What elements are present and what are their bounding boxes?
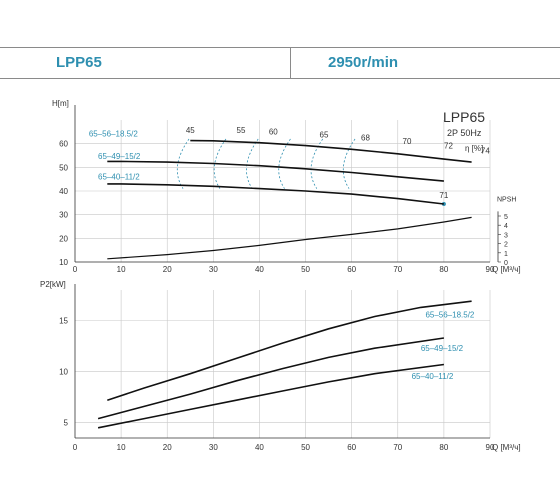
x-axis-label: Q [M³/ч] (492, 443, 521, 452)
series-label: 65–49–15/2 (98, 152, 141, 161)
y-tick-label: 40 (59, 187, 68, 196)
y-tick-label: 20 (59, 234, 68, 243)
efficiency-contour (342, 138, 356, 189)
x-tick-label: 60 (347, 443, 356, 452)
x-tick-label: 0 (73, 443, 78, 452)
x-tick-label: 40 (255, 265, 264, 274)
y-axis-label: H[m] (52, 99, 69, 108)
y-tick-label: 50 (59, 163, 68, 172)
efficiency-value: 72 (444, 141, 453, 150)
npsh-tick-label: 3 (504, 232, 508, 239)
npsh-tick-label: 1 (504, 251, 508, 258)
series-label: 65–56–18.5/2 (89, 130, 138, 139)
x-tick-label: 40 (255, 443, 264, 452)
efficiency-contour (278, 138, 291, 189)
power-curve (97, 337, 445, 420)
series-label: 65–40–11/2 (98, 173, 140, 182)
npsh-tick-label: 0 (504, 260, 508, 267)
header-bar: LPP65 2950r/min (0, 47, 560, 79)
y-axis-label: P2[kW] (40, 280, 66, 289)
x-tick-label: 50 (301, 265, 310, 274)
efficiency-end-value: 71 (439, 191, 448, 200)
y-tick-label: 10 (59, 368, 68, 377)
x-tick-label: 50 (301, 443, 310, 452)
efficiency-contour (310, 138, 324, 189)
x-tick-label: 70 (393, 443, 402, 452)
efficiency-contour (213, 138, 227, 189)
x-axis-label: Q [M³/ч] (492, 265, 521, 274)
x-tick-label: 10 (117, 443, 126, 452)
efficiency-value: 60 (269, 128, 278, 137)
npsh-label: NPSH (497, 196, 516, 203)
x-tick-label: 60 (347, 265, 356, 274)
y-tick-label: 15 (59, 317, 68, 326)
x-tick-label: 90 (486, 443, 495, 452)
y-tick-label: 10 (59, 258, 68, 267)
power-curve (107, 300, 472, 401)
y-tick-label: 5 (64, 419, 69, 428)
npsh-tick-label: 2 (504, 242, 508, 249)
x-tick-label: 30 (209, 443, 218, 452)
chart-title: LPP65 (443, 109, 485, 125)
power-curve (97, 363, 445, 429)
npsh-tick-label: 4 (504, 223, 508, 230)
npsh-tick-label: 5 (504, 214, 508, 221)
x-tick-label: 20 (163, 443, 172, 452)
x-tick-label: 10 (117, 265, 126, 274)
rotation-speed: 2950r/min (328, 54, 399, 71)
efficiency-value: 74 (481, 147, 490, 156)
series-label: 65–56–18.5/2 (425, 311, 474, 320)
x-tick-label: 80 (439, 265, 448, 274)
efficiency-value: 68 (361, 133, 370, 142)
npsh-curve (107, 216, 472, 260)
x-tick-label: 80 (439, 443, 448, 452)
y-tick-label: 60 (59, 140, 68, 149)
series-label: 65–49–15/2 (421, 344, 464, 353)
x-tick-label: 30 (209, 265, 218, 274)
power-chart: 0 10 20 30 40 50 60 70 80 90 5 10 15 P2[kW] Q [M³/ч] 65… (40, 280, 521, 452)
y-tick-label: 30 (59, 211, 68, 220)
chart-subtitle: 2P 50Hz (447, 128, 482, 138)
efficiency-value: 55 (237, 126, 246, 135)
model-name: LPP65 (56, 54, 102, 71)
x-tick-label: 70 (393, 265, 402, 274)
x-tick-label: 0 (73, 265, 78, 274)
x-tick-label: 90 (486, 265, 495, 274)
efficiency-label: η [%] (465, 144, 483, 153)
efficiency-value: 65 (320, 131, 329, 140)
series-label: 65–40–11/2 (412, 372, 454, 381)
efficiency-value: 45 (186, 126, 195, 135)
head-curve (190, 139, 472, 163)
head-curve (107, 183, 444, 205)
header-divider (290, 48, 291, 78)
efficiency-contour (176, 138, 190, 189)
efficiency-contour (246, 138, 259, 189)
head-curve (107, 160, 444, 182)
efficiency-value: 70 (403, 137, 412, 146)
x-tick-label: 20 (163, 265, 172, 274)
